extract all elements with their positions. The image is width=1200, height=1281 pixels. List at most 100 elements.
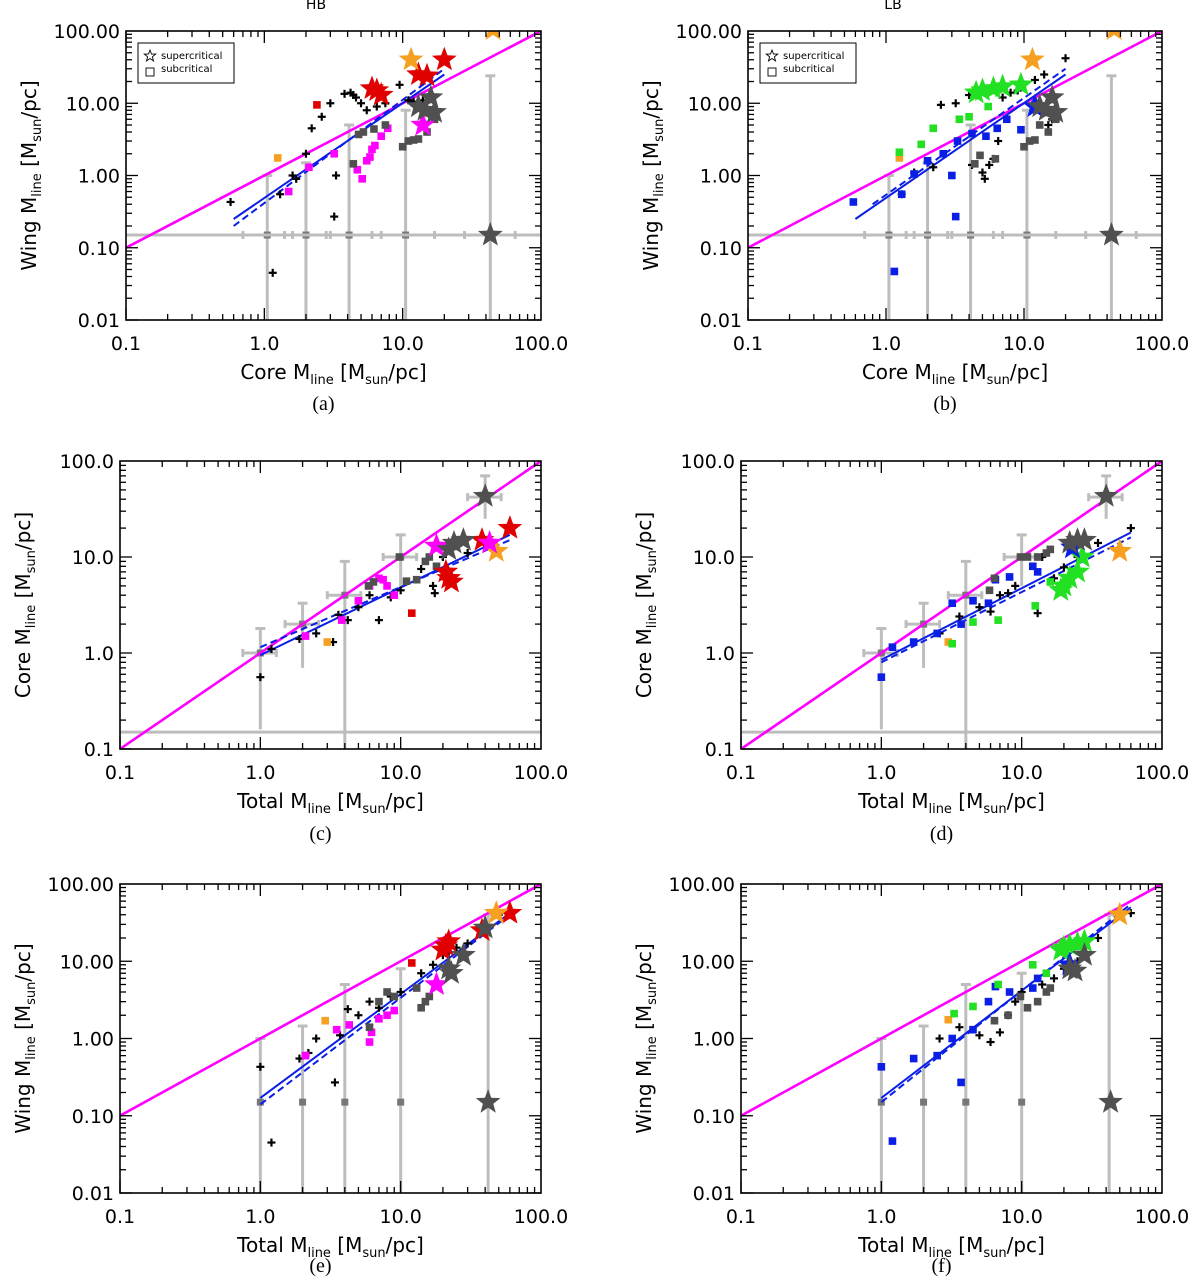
square-marker — [897, 190, 906, 199]
square-marker — [1046, 545, 1055, 554]
y-tick-label: 0.10 — [700, 238, 742, 260]
plus-marker — [463, 549, 472, 558]
square-marker — [1016, 992, 1025, 1001]
square-marker — [332, 1025, 341, 1034]
star-marker — [497, 900, 523, 924]
x-tick-label: 0.1 — [733, 333, 763, 355]
errorbar — [904, 161, 954, 320]
y-axis-label-main: Core M — [11, 628, 35, 698]
square-marker — [1025, 137, 1034, 145]
x-tick-label: 10.0 — [382, 333, 424, 355]
square-marker — [321, 1016, 330, 1025]
square-marker — [1044, 128, 1053, 136]
fit-line-solid — [854, 73, 1067, 220]
x-axis-label: Total Mline [Msun/pc] — [236, 1233, 424, 1261]
square-marker — [1042, 969, 1051, 978]
x-tick-label: 1.0 — [245, 1206, 275, 1228]
plus-marker — [292, 174, 301, 183]
square-marker — [1028, 960, 1037, 969]
square-marker — [337, 616, 346, 624]
square-marker — [412, 984, 421, 992]
square-marker — [1002, 115, 1011, 124]
star-marker — [472, 914, 498, 939]
square-marker — [969, 618, 977, 626]
legend-star-icon — [143, 48, 157, 62]
plus-marker — [1038, 980, 1047, 989]
square-marker — [353, 165, 362, 174]
square-marker — [948, 171, 956, 180]
square-marker — [371, 141, 379, 150]
plot-area-f — [741, 884, 1162, 1193]
fit-line-dashed — [259, 539, 511, 649]
x-tick-label: 10.0 — [380, 762, 422, 784]
star-marker — [364, 77, 390, 101]
y-tick-label: 100.00 — [48, 874, 114, 896]
square-marker — [407, 609, 416, 617]
square-marker — [990, 574, 999, 583]
x-tick-label: 0.1 — [105, 762, 135, 784]
y-axis-label-unitsub: sun — [645, 550, 660, 573]
square-marker — [375, 574, 383, 583]
y-tick-label: 0.10 — [78, 238, 120, 260]
fit-line-dashed — [880, 536, 1132, 664]
plus-marker — [357, 99, 366, 108]
plot-frame — [119, 883, 542, 1194]
square-marker — [1052, 115, 1060, 124]
square-marker — [398, 142, 407, 151]
star-marker — [414, 62, 440, 87]
square-marker — [994, 616, 1002, 624]
square-marker — [953, 137, 962, 145]
star-marker — [1072, 928, 1097, 952]
panel-caption: (d) — [930, 823, 953, 845]
square-marker — [365, 1023, 374, 1032]
square-marker — [982, 132, 990, 140]
square-marker — [888, 1137, 897, 1145]
square-marker — [366, 153, 374, 161]
y-axis-label: Wing Mline [Msun/pc] — [639, 80, 667, 270]
plus-marker — [951, 99, 960, 108]
star-marker — [485, 31, 501, 40]
square-marker — [368, 145, 376, 154]
y-tick-label: 0.01 — [693, 1183, 735, 1205]
star-marker — [1062, 957, 1088, 982]
errorbar-marker — [397, 1098, 405, 1106]
square-marker — [1033, 974, 1042, 983]
errorbar — [283, 161, 332, 320]
x-axis-label-tail: /pc] — [386, 789, 424, 813]
plus-marker — [1030, 75, 1039, 84]
panel-b: 0.1 1.0 10.0 100.0 0.01 0.10 1.00 10.00 100.00 su… — [639, 0, 1189, 415]
square-marker — [1033, 568, 1042, 576]
square-marker — [365, 1038, 374, 1046]
plus-marker — [1011, 581, 1020, 590]
square-marker — [1028, 562, 1037, 571]
star-marker — [436, 928, 462, 952]
y-axis-label-main: Wing M — [17, 197, 41, 271]
x-tick-label: 0.1 — [111, 333, 141, 355]
ticks-f — [740, 884, 1162, 1194]
y-axis-label-sub: line — [645, 1036, 660, 1059]
star-marker — [368, 82, 394, 106]
plus-marker — [256, 673, 265, 682]
plus-marker — [267, 1138, 276, 1147]
y-axis-label-unitsub: sun — [30, 119, 45, 142]
square-marker — [1023, 1003, 1032, 1012]
plus-marker — [936, 100, 945, 109]
y-axis-label-sub: line — [645, 605, 660, 628]
square-marker — [993, 124, 1002, 133]
square-marker — [1028, 984, 1037, 992]
y-tick-label: 0.01 — [78, 310, 120, 332]
plus-marker — [955, 612, 964, 621]
plus-marker — [1061, 54, 1070, 63]
plus-marker — [301, 149, 310, 158]
star-marker — [963, 79, 989, 104]
plus-marker — [332, 171, 341, 180]
plus-marker — [1059, 563, 1068, 572]
star-marker — [472, 483, 498, 507]
square-marker — [895, 148, 904, 157]
plus-marker — [1033, 609, 1042, 618]
plot-frame — [747, 30, 1163, 321]
y-tick-label: 0.10 — [693, 1106, 735, 1128]
fit-line-dashed — [259, 913, 511, 1106]
square-marker — [948, 599, 957, 608]
x-axis-label-tail: /pc] — [1007, 1233, 1045, 1257]
